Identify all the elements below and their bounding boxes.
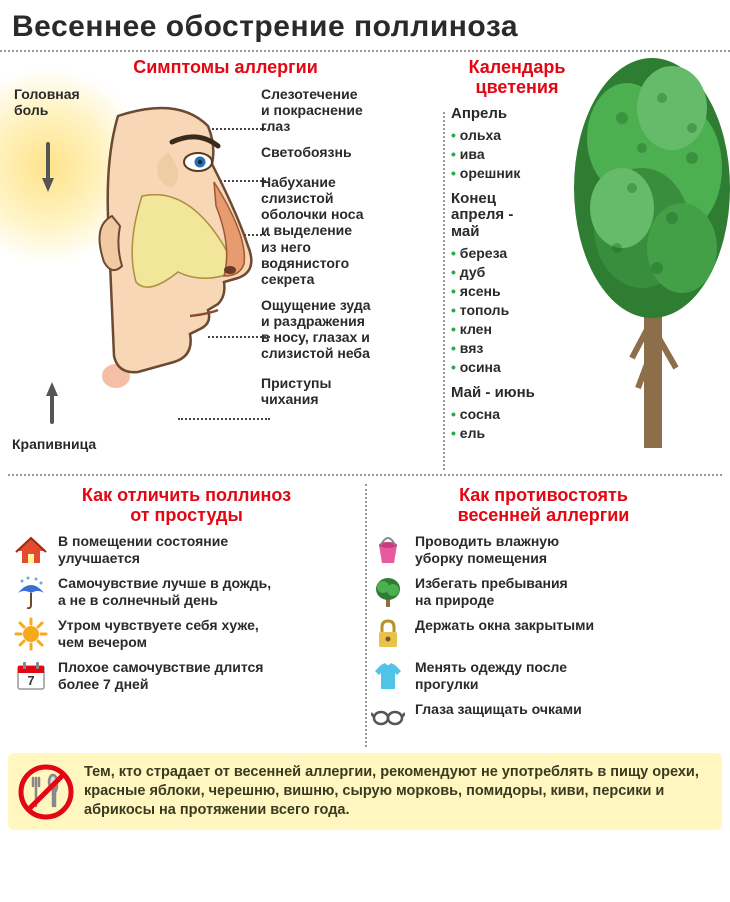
shirt-icon: [371, 659, 405, 693]
tip-text: Глаза защищать очками: [415, 701, 582, 718]
tip-text: В помещении состояние улучшается: [58, 533, 228, 567]
cal-group-label: Апрель: [451, 106, 583, 123]
footer-text: Тем, кто страдает от весенней аллергии, …: [84, 764, 699, 818]
horizontal-divider: [8, 474, 722, 476]
tip-text: Самочувствие лучше в дождь, а не в солне…: [58, 575, 271, 609]
small-tree-icon: [371, 575, 405, 609]
tip-text: Держать окна закрытыми: [415, 617, 594, 634]
label-sneezing: Приступы чихания: [261, 375, 443, 407]
right-symptom-labels: Слезотечение и покраснение глаз Светобоя…: [253, 86, 443, 466]
cal-group-label: Конец апреля - май: [451, 191, 583, 241]
cal-item: ива: [451, 145, 583, 164]
tip-row: Проводить влажную уборку помещения: [371, 533, 716, 567]
umbrella-icon: [14, 575, 48, 609]
arrow-up-icon: [46, 382, 58, 396]
face-illustration: [108, 86, 253, 466]
cal-item: дуб: [451, 263, 583, 282]
cal-item: ель: [451, 424, 583, 443]
tip-row: Менять одежду после прогулки: [371, 659, 716, 693]
cal-item: осина: [451, 358, 583, 377]
cal-item: орешник: [451, 164, 583, 183]
tree-column: [583, 58, 722, 466]
cal-item: клен: [451, 320, 583, 339]
label-itching: Ощущение зуда и раздражения в носу, глаз…: [261, 297, 443, 361]
label-headache: Головная боль: [14, 86, 80, 118]
tip-row: Самочувствие лучше в дождь, а не в солне…: [14, 575, 359, 609]
tip-text: Менять одежду после прогулки: [415, 659, 567, 693]
distinguish-column: Как отличить поллиноз от простуды В поме…: [8, 486, 365, 744]
label-tearing: Слезотечение и покраснение глаз: [261, 86, 443, 134]
cal-item: ольха: [451, 126, 583, 145]
symptoms-column: Симптомы аллергии Головная боль Крапивни…: [8, 58, 443, 466]
left-symptom-labels: Головная боль Крапивница: [8, 86, 108, 466]
no-food-icon: [18, 764, 74, 820]
tip-row: В помещении состояние улучшается: [14, 533, 359, 567]
symptoms-diagram: Головная боль Крапивница: [8, 86, 443, 466]
cal-item: тополь: [451, 301, 583, 320]
calendar-column: Календарь цветения Апрель ольха ива ореш…: [443, 58, 583, 466]
face-svg: [98, 96, 268, 436]
cal-item: ясень: [451, 282, 583, 301]
bucket-icon: [371, 533, 405, 567]
tip-row: Утром чувствуете себя хуже, чем вечером: [14, 617, 359, 651]
vertical-divider: [365, 484, 367, 748]
vertical-divider: [443, 112, 445, 470]
glasses-icon: [371, 701, 405, 735]
calendar7-icon: 7: [14, 659, 48, 693]
tip-text: Плохое самочувствие длится более 7 дней: [58, 659, 263, 693]
top-section: Симптомы аллергии Головная боль Крапивни…: [0, 52, 730, 470]
tip-text: Избегать пребывания на природе: [415, 575, 568, 609]
tree-icon: [572, 18, 730, 458]
cal-item: береза: [451, 244, 583, 263]
tip-row: Глаза защищать очками: [371, 701, 716, 735]
prevent-title: Как противостоять весенней аллергии: [371, 486, 716, 526]
tip-text: Проводить влажную уборку помещения: [415, 533, 559, 567]
label-photophobia: Светобоязнь: [261, 144, 443, 160]
bottom-section: Как отличить поллиноз от простуды В поме…: [0, 480, 730, 748]
cal-item: сосна: [451, 405, 583, 424]
svg-text:7: 7: [27, 673, 34, 688]
tip-row: 7 Плохое самочувствие длится более 7 дне…: [14, 659, 359, 693]
label-nasal-swelling: Набухание слизистой оболочки носа и выде…: [261, 174, 443, 287]
cal-item: вяз: [451, 339, 583, 358]
sun-icon: [14, 617, 48, 651]
footer-warning: Тем, кто страдает от весенней аллергии, …: [8, 753, 722, 830]
calendar-title: Календарь цветения: [451, 58, 583, 98]
house-icon: [14, 533, 48, 567]
label-hives: Крапивница: [12, 436, 96, 452]
cal-group-label: Май - июнь: [451, 385, 583, 402]
arrow-down-icon: [42, 178, 54, 192]
tip-text: Утром чувствуете себя хуже, чем вечером: [58, 617, 259, 651]
tip-row: Держать окна закрытыми: [371, 617, 716, 651]
tip-row: Избегать пребывания на природе: [371, 575, 716, 609]
prevent-column: Как противостоять весенней аллергии Пров…: [365, 486, 722, 744]
lock-icon: [371, 617, 405, 651]
distinguish-title: Как отличить поллиноз от простуды: [14, 486, 359, 526]
